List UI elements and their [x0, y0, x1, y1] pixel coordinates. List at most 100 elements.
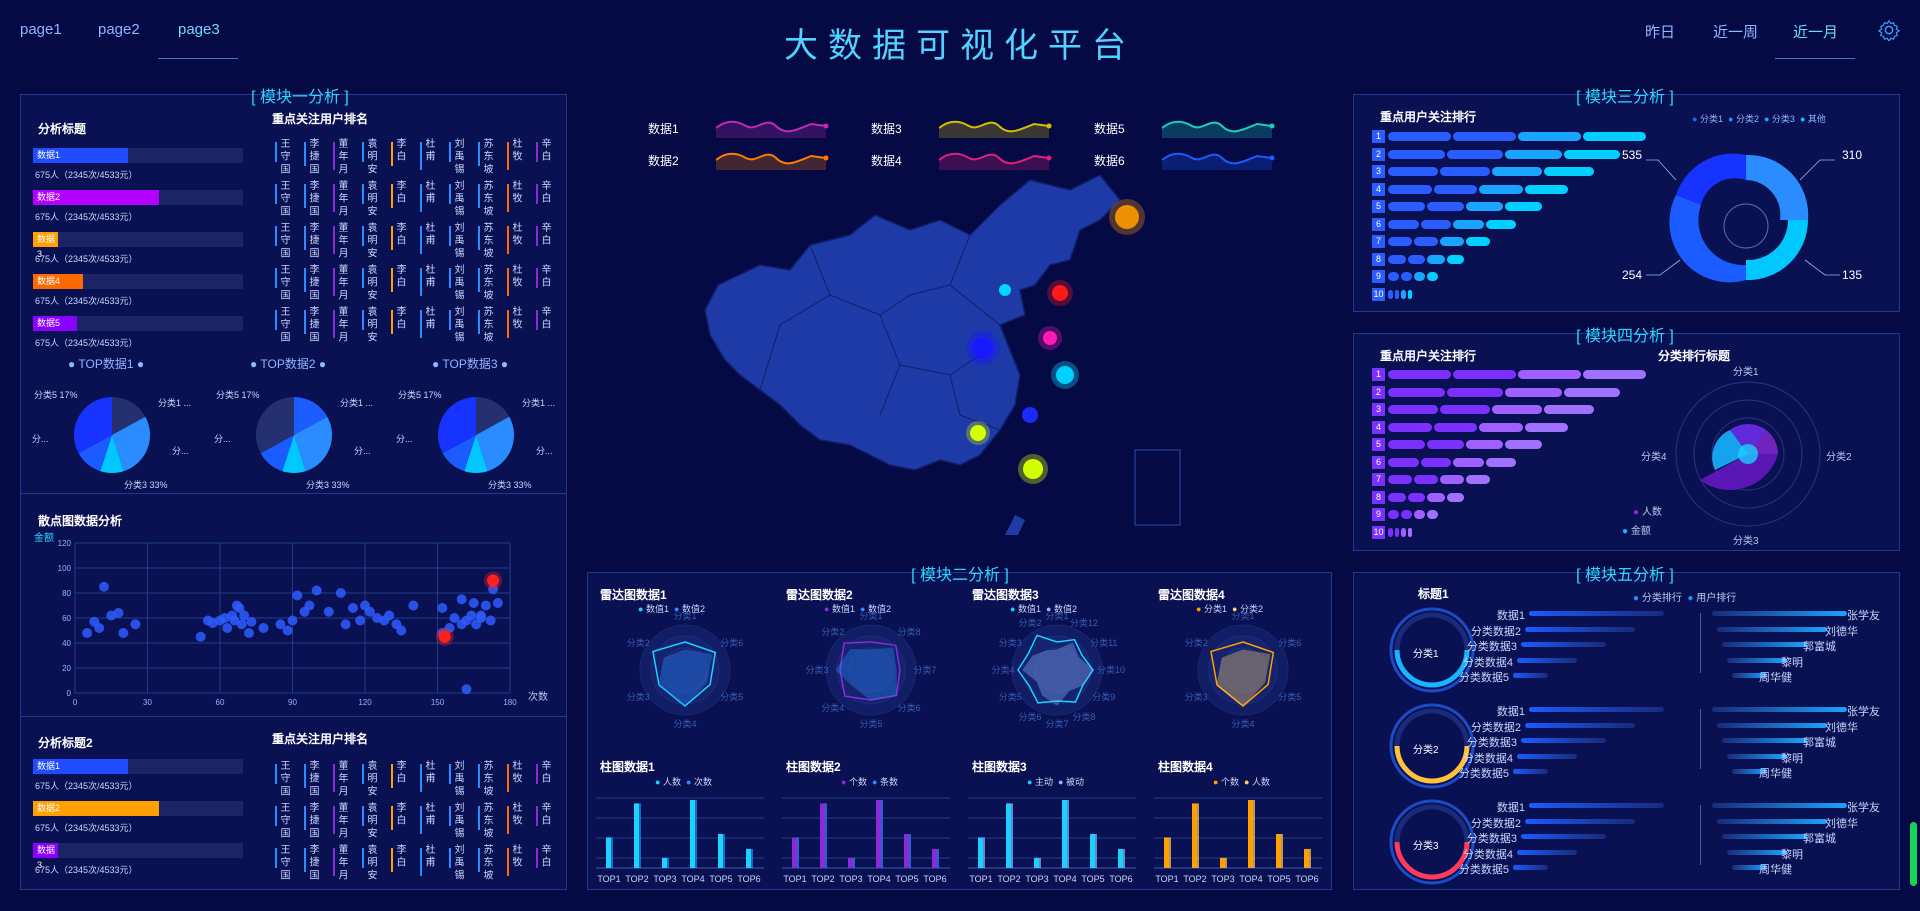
module5-legend: ● 分类排行 ● 用户排行 — [1633, 593, 1737, 604]
pie-slice — [74, 397, 112, 454]
rank-index: 9 — [1372, 270, 1385, 283]
bar-note: 675人（2345次/4533元） — [35, 781, 138, 791]
rank-bar — [391, 142, 393, 166]
rank-index: 4 — [1372, 420, 1385, 434]
scatter-point — [113, 608, 124, 618]
rank-segment — [1388, 184, 1432, 194]
scatter-point — [485, 615, 496, 626]
range-yesterday[interactable]: 昨日 — [1645, 24, 1676, 41]
gear-icon[interactable] — [1878, 19, 1900, 41]
rank-bar — [536, 268, 538, 288]
rank-index: 3 — [1372, 403, 1385, 416]
radar-axis-label: 分类5 — [999, 691, 1022, 702]
rank-bar — [362, 806, 364, 826]
module3-donut — [1646, 153, 1840, 283]
category-label: 分类数据2 — [1470, 721, 1521, 734]
sparkline — [939, 152, 1052, 170]
scatter-point — [355, 615, 366, 626]
rank-segment — [1388, 254, 1406, 264]
rank-bar — [449, 268, 451, 288]
x-tick: TOP4 — [1239, 874, 1262, 884]
pie-slice — [100, 435, 124, 473]
category-bar — [1529, 803, 1664, 808]
pie-label: 分类3 33% — [488, 480, 532, 490]
y-tick: 40 — [62, 639, 71, 648]
pie-label: 分类5 17% — [398, 390, 442, 400]
bar-chart: TOP1 TOP2 TOP3 TOP4 TOP5 TOP6 — [1154, 797, 1322, 884]
tab-page2[interactable]: page2 — [98, 21, 140, 38]
rank-name: 刘 禹 锡 — [452, 306, 463, 342]
user-label: 周华健 — [1759, 768, 1792, 780]
module3-title: [ 模块三分析 ] — [1576, 89, 1674, 106]
rank-bar — [275, 184, 277, 204]
radar-axis-label: 分类2 — [1185, 637, 1208, 648]
pie-slice — [78, 435, 112, 472]
bar — [937, 848, 939, 868]
rank-bar — [391, 848, 393, 872]
rank-bar — [333, 806, 335, 834]
top-title: ● TOP数据2 ● — [250, 357, 327, 371]
category-label: 分类数据3 — [1466, 833, 1517, 845]
radar-axis-label: 分类2 — [821, 626, 844, 637]
range-week[interactable]: 近一周 — [1713, 24, 1759, 41]
rank-segment — [1407, 254, 1425, 264]
x-tick: 0 — [73, 698, 78, 707]
rank-name: 董 年 月 — [336, 180, 347, 216]
scrollbar[interactable] — [1910, 822, 1917, 886]
rank-segment — [1388, 149, 1445, 159]
radar-axis-label: 分类1 — [859, 612, 882, 621]
rank-bar — [507, 848, 509, 876]
rank-segment — [1524, 184, 1568, 194]
rank-name: 杜 甫 — [423, 802, 434, 825]
radar-axis-label: 分类3 — [805, 664, 828, 675]
rank-index: 9 — [1372, 508, 1385, 521]
user-label: 郭富城 — [1803, 833, 1836, 845]
bar — [1034, 857, 1039, 868]
ring-gauge — [1389, 607, 1475, 693]
bar-note: 675人（2345次/4533元） — [35, 170, 138, 180]
radar-axis-label: 分类4 — [991, 664, 1014, 675]
rank-name: 袁 明 安 — [365, 264, 376, 300]
rank-bar — [536, 184, 538, 204]
sparkline-label: 数据4 — [871, 154, 902, 168]
scatter-point — [304, 600, 315, 611]
category-bar — [1513, 865, 1548, 870]
tab-page3[interactable]: page3 — [178, 21, 220, 38]
rank-name: 董 年 月 — [336, 264, 347, 300]
ring-label: 分类3 — [1413, 841, 1439, 852]
scatter-point — [466, 610, 477, 621]
rank-bar — [333, 184, 335, 212]
rank-segment — [1388, 289, 1393, 299]
rank-bar — [333, 764, 335, 792]
donut-label: 254 — [1622, 268, 1643, 282]
rank-bar — [420, 268, 422, 296]
rank-name: 王 守 国 — [278, 222, 289, 258]
tab-page1[interactable]: page1 — [20, 21, 62, 38]
rank-segment — [1518, 132, 1581, 141]
y-tick: 100 — [58, 564, 72, 573]
rank-segment — [1401, 272, 1412, 281]
x-tick: TOP2 — [811, 874, 834, 884]
pie-label: 分类3 33% — [124, 480, 168, 490]
bar — [1039, 857, 1041, 868]
rank-bar — [391, 806, 393, 830]
rank-segment — [1427, 272, 1438, 281]
rank-name: 杜 牧 — [510, 264, 521, 287]
radar-axis-label: 分类8 — [898, 626, 921, 637]
rank-segment — [1518, 370, 1581, 379]
polar-label: 分类2 — [1826, 452, 1852, 463]
active-range-underline — [1775, 58, 1855, 59]
bar-fill: 数据3 — [33, 232, 58, 259]
radar-axis-label: 分类12 — [1070, 617, 1098, 628]
rank-segment — [1563, 149, 1620, 159]
scatter-point — [384, 610, 395, 621]
rank-segment — [1388, 219, 1419, 229]
range-month[interactable]: 近一月 — [1793, 24, 1839, 41]
rank-name: 辛 白 — [539, 180, 550, 203]
y-tick: 60 — [62, 614, 71, 623]
scatter-ylabel: 金额 — [34, 533, 54, 544]
category-bar — [1513, 769, 1548, 774]
category-bar — [1517, 753, 1577, 759]
user-label: 刘德华 — [1825, 817, 1858, 830]
module1-panel — [20, 94, 567, 890]
